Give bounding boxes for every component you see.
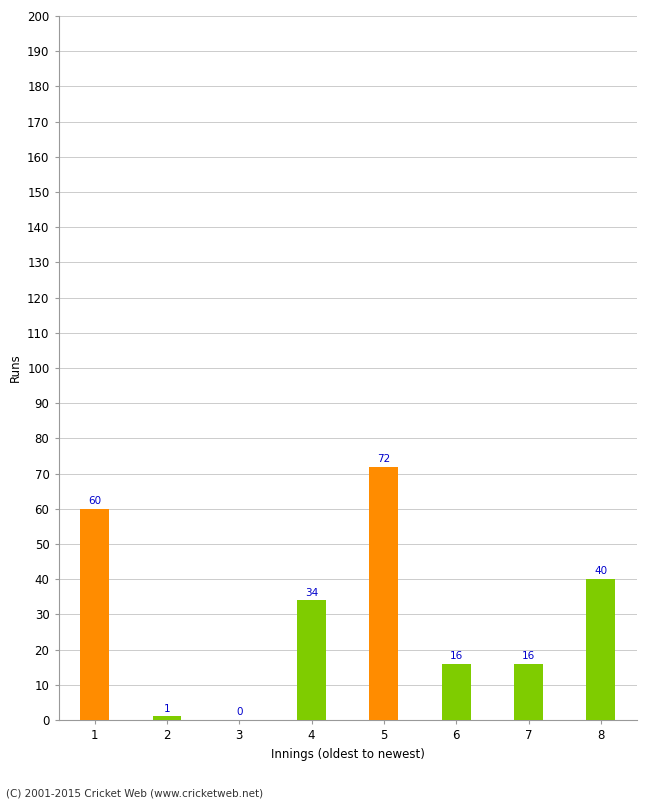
Text: 1: 1 — [164, 704, 170, 714]
Text: 16: 16 — [450, 651, 463, 661]
Bar — [153, 717, 181, 720]
Text: 34: 34 — [305, 587, 318, 598]
Bar — [514, 664, 543, 720]
X-axis label: Innings (oldest to newest): Innings (oldest to newest) — [271, 747, 424, 761]
Text: 72: 72 — [377, 454, 391, 464]
Text: 16: 16 — [522, 651, 535, 661]
Bar — [586, 579, 616, 720]
Y-axis label: Runs: Runs — [8, 354, 21, 382]
Bar — [369, 466, 398, 720]
Bar — [297, 600, 326, 720]
Text: 60: 60 — [88, 496, 101, 506]
Bar — [80, 509, 109, 720]
Text: (C) 2001-2015 Cricket Web (www.cricketweb.net): (C) 2001-2015 Cricket Web (www.cricketwe… — [6, 788, 264, 798]
Bar — [442, 664, 471, 720]
Text: 40: 40 — [594, 566, 607, 576]
Text: 0: 0 — [236, 707, 242, 717]
